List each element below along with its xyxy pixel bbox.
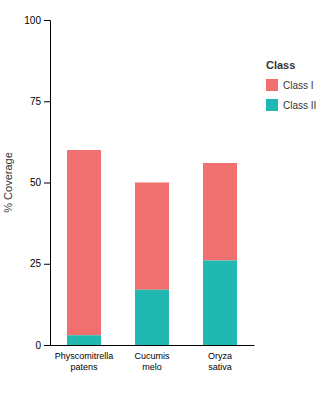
legend-title: Class — [266, 59, 295, 71]
y-tick-label: 100 — [24, 15, 41, 26]
y-tick: 75 — [30, 96, 50, 107]
legend-item: Class I — [266, 79, 314, 91]
legend-swatch — [266, 99, 278, 111]
x-tick: Cucumismelo — [134, 351, 170, 371]
x-tick-label: Cucumismelo — [134, 351, 170, 371]
chart: 0 25 50 75 100 Physcomitrellapatens Cucumismel… — [0, 0, 336, 400]
y-tick-label: 50 — [30, 177, 42, 188]
bars — [67, 150, 237, 345]
bar — [67, 150, 101, 335]
y-tick: 25 — [30, 258, 50, 269]
x-tick-label: Oryzasativa — [208, 351, 232, 371]
y-tick: 50 — [30, 177, 50, 188]
y-axis-title: % Coverage — [2, 152, 14, 213]
y-tick-mark — [44, 101, 50, 102]
x-axis-line — [51, 345, 255, 346]
bar — [67, 335, 101, 345]
legend-swatch — [266, 79, 278, 91]
plot: 0 25 50 75 100 Physcomitrellapatens Cucumismel… — [2, 15, 316, 372]
y-tick-label: 0 — [35, 340, 41, 351]
y-tick-mark — [44, 183, 50, 184]
bar — [203, 261, 237, 346]
y-axis: 0 25 50 75 100 — [24, 15, 50, 351]
series — [67, 261, 237, 346]
x-tick-label: Physcomitrellapatens — [55, 351, 114, 371]
x-tick: Physcomitrellapatens — [55, 351, 114, 371]
y-axis-line — [44, 21, 51, 346]
legend-label: Class II — [283, 100, 316, 111]
x-tick: Oryzasativa — [208, 351, 232, 371]
bar — [203, 163, 237, 261]
legend-item: Class II — [266, 99, 316, 111]
y-tick-mark — [44, 345, 50, 346]
x-axis: Physcomitrellapatens Cucumismelo Oryzasati… — [51, 346, 255, 372]
y-tick: 100 — [24, 15, 50, 26]
y-tick-label: 25 — [30, 258, 42, 269]
legend: Class Class I Class II — [266, 59, 316, 111]
legend-label: Class I — [283, 80, 314, 91]
y-tick: 0 — [35, 340, 50, 351]
y-tick-mark — [44, 20, 50, 21]
bar — [135, 183, 169, 290]
y-tick-label: 75 — [30, 96, 42, 107]
bar — [135, 290, 169, 345]
y-tick-mark — [44, 264, 50, 265]
